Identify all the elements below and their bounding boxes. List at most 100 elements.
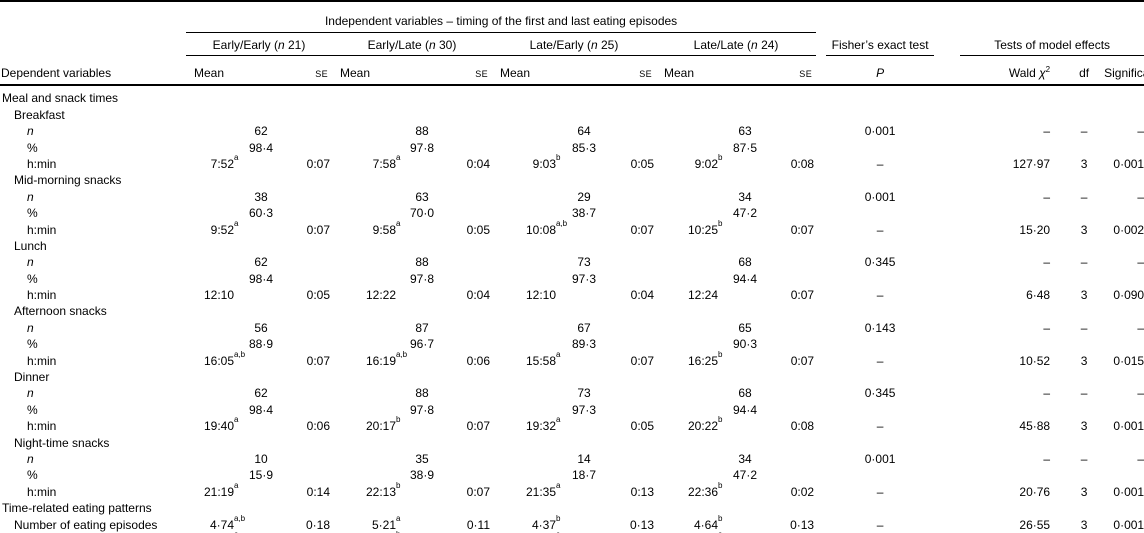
se-cell xyxy=(288,369,332,385)
row-label: n xyxy=(27,451,34,466)
se-cell xyxy=(288,401,332,417)
wald-cell: 127·97 xyxy=(1012,156,1051,171)
df-cell xyxy=(1064,238,1104,254)
significance-superscript: a xyxy=(396,152,401,162)
table-row: n 56 87 67 65 0·143 – – – xyxy=(0,319,1144,335)
n-symbol: n xyxy=(428,38,436,52)
row-label: Night-time snacks xyxy=(14,435,110,450)
count-cell: 63 xyxy=(415,189,429,204)
table-row: h:min 7:52 a 0:07 7:58 a 0:04 9:03 b 0:05 9:02 b 0:0… xyxy=(0,152,1144,172)
count-cell xyxy=(234,156,288,172)
count-cell xyxy=(718,500,772,516)
group-header-early-late: Early/Late (n 30) xyxy=(332,33,492,56)
se-cell: 0:07 xyxy=(630,222,654,237)
p-value-cell: 0·345 xyxy=(864,255,896,270)
mean-header: Mean xyxy=(332,56,396,86)
p-value-cell: – xyxy=(876,419,884,434)
count-cell xyxy=(396,156,448,172)
significance-superscript: a xyxy=(234,218,239,228)
significance-superscript: a,b xyxy=(396,349,408,359)
mean-cell: 16:25 b xyxy=(687,349,723,368)
count-cell: 98·4 xyxy=(248,140,274,155)
se-cell xyxy=(288,205,332,221)
wald-chi-square-header: Wald χ2 xyxy=(944,56,1065,86)
table-row: Breakfast xyxy=(0,106,1144,122)
mean-cell xyxy=(186,451,234,467)
df-cell xyxy=(1064,205,1104,221)
mean-cell xyxy=(332,336,396,352)
df-cell xyxy=(1064,336,1104,352)
se-cell: 0:07 xyxy=(306,156,330,171)
mean-cell xyxy=(332,369,396,385)
mean-cell xyxy=(332,123,396,139)
mean-cell xyxy=(332,500,396,516)
df-cell xyxy=(1064,139,1104,155)
mean-cell xyxy=(492,238,556,254)
wald-cell: 15·20 xyxy=(1019,222,1051,237)
se-cell: 0:14 xyxy=(306,484,330,499)
significance-superscript: a xyxy=(556,480,561,490)
se-cell xyxy=(448,467,492,483)
df-cell xyxy=(1064,434,1104,450)
df-cell: – xyxy=(1080,189,1088,204)
mean-cell xyxy=(332,254,396,270)
header-span-row: Dependent variables Independent variable… xyxy=(0,1,1144,86)
se-cell xyxy=(448,106,492,122)
significance-cell: 0·002 xyxy=(1113,222,1144,237)
mean-cell xyxy=(186,85,234,106)
wald-cell: 20·76 xyxy=(1019,484,1051,499)
se-cell xyxy=(448,434,492,450)
count-cell: 47·2 xyxy=(732,468,758,483)
count-cell xyxy=(556,418,612,434)
se-cell xyxy=(772,188,816,204)
count-cell: 67 xyxy=(577,320,591,335)
p-value-cell: – xyxy=(876,222,884,237)
se-cell xyxy=(772,85,816,106)
p-value-cell xyxy=(816,139,944,155)
count-cell: 70·0 xyxy=(409,206,435,221)
row-label: n xyxy=(27,124,34,139)
mean-cell xyxy=(332,85,396,106)
se-cell: 0:04 xyxy=(466,288,490,303)
count-cell: 97·3 xyxy=(571,402,597,417)
significance-superscript: b xyxy=(396,415,401,425)
tests-of-model-effects-header: Tests of model effects xyxy=(944,33,1144,56)
se-cell xyxy=(772,451,816,467)
row-label: Lunch xyxy=(14,238,47,253)
df-cell: – xyxy=(1080,255,1088,270)
significance-superscript: a xyxy=(556,349,561,359)
se-cell: 0:07 xyxy=(790,353,815,368)
count-cell xyxy=(556,172,612,188)
mean-cell: 7:58 a xyxy=(372,152,401,171)
subheader-spacer xyxy=(718,56,772,86)
n-symbol: n xyxy=(590,38,598,52)
mean-cell: 12:24 xyxy=(687,288,718,303)
fisher-exact-test-header: Fisher’s exact test xyxy=(816,33,944,56)
n-symbol: n xyxy=(277,38,285,52)
mean-cell: 4·64 b xyxy=(693,513,723,532)
mean-header: Mean xyxy=(186,56,234,86)
wald-cell: 45·88 xyxy=(1019,419,1051,434)
subheader-row: Mean SE Mean SE Mean SE Mean SE P Wald χ… xyxy=(0,56,1144,86)
mean-cell: 22:13 b xyxy=(365,480,401,499)
se-cell xyxy=(612,85,656,106)
mean-cell xyxy=(656,401,718,417)
count-cell xyxy=(718,352,772,368)
row-label: % xyxy=(27,337,38,352)
table-row: n 10 35 14 34 0·001 – – – xyxy=(0,451,1144,467)
mean-cell xyxy=(332,139,396,155)
se-cell xyxy=(448,401,492,417)
mean-cell xyxy=(186,319,234,335)
wald-cell: – xyxy=(1043,124,1051,139)
significance-cell xyxy=(1104,500,1144,516)
se-cell xyxy=(612,434,656,450)
se-cell xyxy=(612,238,656,254)
count-cell: 62 xyxy=(254,255,268,270)
se-cell: 0·18 xyxy=(305,517,330,532)
mean-cell xyxy=(492,434,556,450)
se-cell: 0:05 xyxy=(466,222,490,237)
mean-cell: 20:22 b xyxy=(687,415,723,434)
se-cell xyxy=(772,369,816,385)
count-cell: 18·7 xyxy=(571,468,597,483)
